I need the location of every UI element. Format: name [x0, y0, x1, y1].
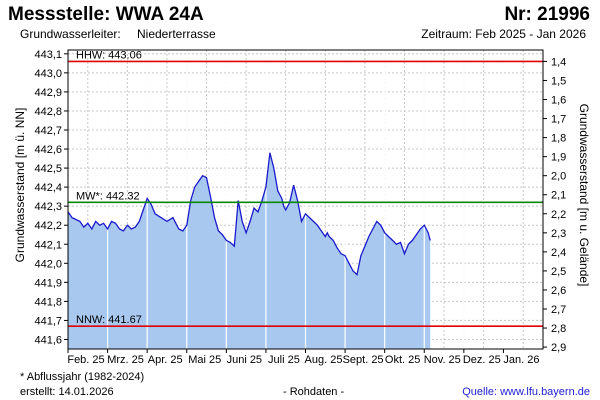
y2-tick-label: 2,4: [551, 247, 566, 259]
y-tick-label: 441,9: [34, 277, 62, 289]
y-tick-label: 442,8: [34, 106, 62, 118]
reference-label: NNW: 441.67: [76, 314, 142, 326]
y-tick-label: 441,8: [34, 296, 62, 308]
y-tick-label: 442,9: [34, 87, 62, 99]
y2-tick-label: 2,7: [551, 304, 566, 316]
x-tick-label: Mai 25: [188, 354, 221, 366]
station-title: Messstelle: WWA 24A: [8, 4, 204, 25]
reference-lines: HHW: 443.06 MW*: 442.32 NNW: 441.67: [68, 49, 543, 327]
x-tick-label: Aug. 25: [305, 354, 343, 366]
period-text: Zeitraum: Feb 2025 - Jan 2026: [421, 27, 586, 41]
y2-tick-label: 1,7: [551, 114, 566, 126]
x-tick-label: Feb. 25: [67, 354, 104, 366]
x-tick-label: Okt. 25: [385, 354, 420, 366]
x-tick-label: Sept. 25: [343, 354, 384, 366]
y2-tick-label: 1,9: [551, 152, 566, 164]
y-tick-label: 443,0: [34, 68, 62, 80]
x-tick-label: Mrz. 25: [107, 354, 144, 366]
x-tick-label: Jan. 26: [503, 354, 539, 366]
y-tick-label: 443,1: [34, 49, 62, 61]
y-tick-label: 441,6: [34, 334, 62, 346]
x-ticks: Feb. 25 Mrz. 25 Apr. 25 Mai 25 Juni 25 Juli 2…: [67, 349, 539, 366]
area-layer: [67, 50, 505, 349]
y-tick-label: 442,0: [34, 258, 62, 270]
y2-tick-label: 2,0: [551, 171, 566, 183]
aquifer-label: Grundwasserleiter:: [20, 27, 121, 41]
y-tick-label: 442,5: [34, 163, 62, 175]
x-tick-label: Apr. 25: [148, 354, 183, 366]
y2-tick-label: 2,5: [551, 266, 566, 278]
x-tick-label: Dez. 25: [463, 354, 501, 366]
x-tick-label: Nov. 25: [424, 354, 461, 366]
aquifer-value: Niederterrasse: [137, 27, 216, 41]
series-line: [67, 152, 431, 276]
source-link[interactable]: Quelle: www.lfu.bayern.de: [462, 386, 590, 398]
y-tick-label: 442,4: [34, 182, 62, 194]
series-area: [68, 152, 431, 349]
y-axis-label: Grundwasserstand [m ü. NN]: [13, 108, 27, 263]
x-tick-label: Juli 25: [268, 354, 300, 366]
y2-tick-label: 1,6: [551, 95, 566, 107]
y-ticks-right: 1,4 1,5 1,6 1,7 1,8 1,9 2,0 2,1 2,2 2,3 2,4 2,5 2,6 2…: [543, 56, 566, 354]
footnote: * Abflussjahr (1982-2024): [20, 371, 145, 383]
y2-tick-label: 2,2: [551, 209, 566, 221]
y-tick-label: 442,3: [34, 201, 62, 213]
y2-tick-label: 2,3: [551, 228, 566, 240]
reference-label: MW*: 442.32: [76, 190, 140, 202]
created-date: erstellt: 14.01.2026: [20, 386, 114, 398]
y2-tick-label: 1,4: [551, 56, 566, 68]
y2-tick-label: 1,5: [551, 75, 566, 87]
y2-tick-label: 1,8: [551, 133, 566, 145]
y2-axis-label: Grundwasserstand [m u. Gelände]: [577, 104, 591, 287]
y-tick-label: 441,7: [34, 315, 62, 327]
station-number: Nr: 21996: [504, 4, 590, 25]
y2-tick-label: 2,9: [551, 342, 566, 354]
y-ticks-left: 443,1 443,0 442,9 442,8 442,7 442,6 442,5 442,4…: [34, 49, 68, 346]
raw-data-note: - Rohdaten -: [283, 386, 345, 398]
reference-label: HHW: 443.06: [76, 49, 142, 61]
y-tick-label: 442,6: [34, 144, 62, 156]
y2-tick-label: 2,8: [551, 323, 566, 335]
x-tick-label: Juni 25: [227, 354, 262, 366]
y2-tick-label: 2,6: [551, 285, 566, 297]
y-tick-label: 442,1: [34, 239, 62, 251]
y2-tick-label: 2,1: [551, 190, 566, 202]
y-tick-label: 442,7: [34, 125, 62, 137]
y-tick-label: 442,2: [34, 220, 62, 232]
